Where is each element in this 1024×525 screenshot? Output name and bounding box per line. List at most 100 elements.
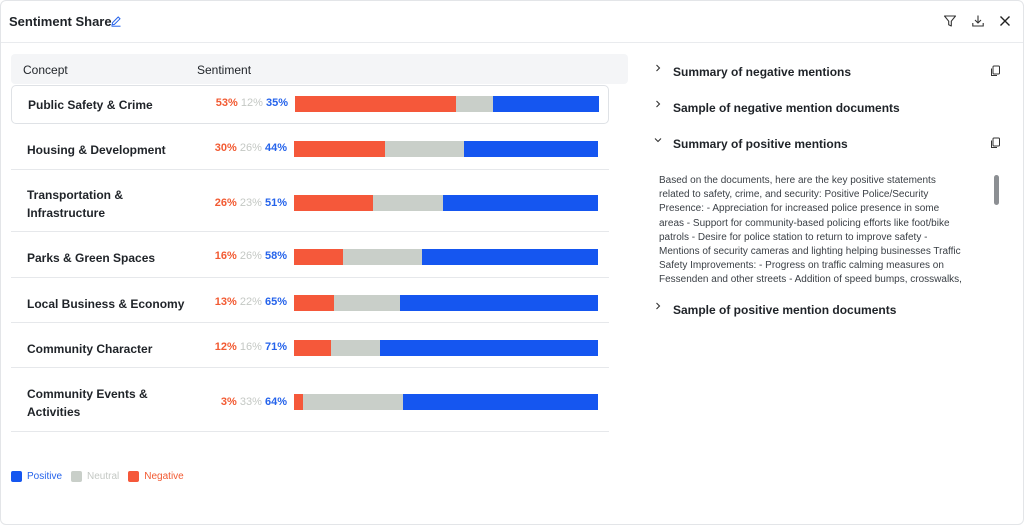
sentiment-bar xyxy=(294,340,598,356)
pencil-icon[interactable] xyxy=(110,15,122,27)
neutral-value: 33% xyxy=(239,396,262,408)
bar-segment-positive xyxy=(379,340,598,356)
close-icon[interactable] xyxy=(998,14,1012,28)
bar-segment-neutral xyxy=(385,141,465,157)
column-header-concept: Concept xyxy=(23,63,68,77)
negative-value: 30% xyxy=(214,142,237,154)
accordion-label: Summary of negative mentions xyxy=(673,65,852,79)
accordion-label: Summary of positive mentions xyxy=(673,137,848,151)
sentiment-bar xyxy=(295,96,599,112)
download-icon[interactable] xyxy=(971,14,985,28)
sentiment-bar xyxy=(294,195,598,211)
concept-label: Transportation & Infrastructure xyxy=(27,188,124,220)
table-header: Concept Sentiment xyxy=(11,54,628,84)
panel-header: Sentiment Share xyxy=(1,1,1023,43)
accordion-label: Sample of negative mention documents xyxy=(673,101,900,115)
sentiment-bar xyxy=(294,141,598,157)
panel-title: Sentiment Share xyxy=(9,14,112,29)
accordion-positive-summary[interactable]: Summary of positive mentions xyxy=(650,130,1010,154)
legend-item-neutral[interactable]: Neutral xyxy=(71,471,119,482)
bar-segment-neutral xyxy=(330,340,380,356)
sentiment-values: 16% 26% 58% xyxy=(197,250,287,262)
positive-value: 44% xyxy=(264,142,287,154)
sentiment-values: 3% 33% 64% xyxy=(197,396,287,408)
concept-label: Parks & Green Spaces xyxy=(27,251,156,265)
bar-segment-positive xyxy=(421,249,598,265)
legend-label-negative: Negative xyxy=(144,471,184,482)
concept-label: Public Safety & Crime xyxy=(28,98,153,112)
bar-segment-neutral xyxy=(342,249,422,265)
neutral-value: 16% xyxy=(239,341,262,353)
bar-segment-neutral xyxy=(333,295,401,311)
negative-value: 3% xyxy=(220,396,237,408)
table-row[interactable]: Community Character 12% 16% 71% xyxy=(11,323,609,368)
accordion-positive-samples[interactable]: Sample of positive mention documents xyxy=(650,296,1010,320)
copy-icon[interactable] xyxy=(990,137,1001,149)
negative-value: 16% xyxy=(214,250,237,262)
positive-value: 51% xyxy=(264,197,287,209)
negative-value: 12% xyxy=(214,341,237,353)
summary-line: areas - Support for community-based poli… xyxy=(659,217,950,229)
summary-line: Based on the documents, here are the key… xyxy=(659,175,936,186)
summary-line: Mentions of security cameras and lightin… xyxy=(659,246,961,258)
neutral-value: 26% xyxy=(239,250,262,262)
bar-segment-negative xyxy=(294,340,331,356)
positive-summary-text: Based on the documents, here are the key… xyxy=(659,174,989,284)
concept-label: Local Business & Economy xyxy=(27,297,185,311)
bar-segment-positive xyxy=(464,141,598,157)
concept-label: Housing & Development xyxy=(27,143,166,157)
neutral-value: 22% xyxy=(239,296,262,308)
table-row[interactable]: Housing & Development 30% 26% 44% xyxy=(11,124,609,170)
bar-segment-positive xyxy=(442,195,598,211)
filter-icon[interactable] xyxy=(943,14,957,28)
bar-segment-negative xyxy=(294,295,334,311)
positive-value: 71% xyxy=(264,341,287,353)
copy-icon[interactable] xyxy=(990,65,1001,77)
scrollbar-thumb[interactable] xyxy=(994,175,999,205)
table-row[interactable]: Community Events & Activities 3% 33% 64% xyxy=(11,368,609,432)
summary-line: Presence: - Appreciation for increased p… xyxy=(659,203,940,215)
accordion-negative-summary[interactable]: Summary of negative mentions xyxy=(650,58,1010,82)
positive-value: 65% xyxy=(264,296,287,308)
negative-value: 26% xyxy=(214,197,237,209)
chevron-right-icon xyxy=(656,64,661,72)
legend-label-neutral: Neutral xyxy=(87,471,120,482)
legend-swatch-positive xyxy=(11,471,22,482)
sentiment-values: 30% 26% 44% xyxy=(197,142,287,154)
table-row[interactable]: Public Safety & Crime 53% 12% 35% xyxy=(11,85,609,124)
table-row[interactable]: Transportation & Infrastructure 26% 23% … xyxy=(11,170,609,232)
legend-swatch-negative xyxy=(128,471,140,482)
table-row[interactable]: Local Business & Economy 13% 22% 65% xyxy=(11,278,609,323)
bar-segment-negative xyxy=(294,394,304,410)
neutral-value: 12% xyxy=(240,97,263,109)
concept-label: Community Character xyxy=(27,342,153,356)
negative-value: 53% xyxy=(215,97,238,109)
bar-segment-negative xyxy=(295,96,457,112)
chevron-down-icon xyxy=(654,138,662,143)
legend-swatch-neutral xyxy=(71,471,83,482)
legend-item-negative[interactable]: Negative xyxy=(128,471,184,482)
bar-segment-positive xyxy=(400,295,598,311)
concept-label: Community Events & Activities xyxy=(27,387,148,419)
summary-line: patrols - Desire for police station to r… xyxy=(659,231,928,243)
chevron-right-icon xyxy=(656,302,661,310)
bar-segment-negative xyxy=(294,141,386,157)
bar-segment-neutral xyxy=(303,394,404,410)
neutral-value: 26% xyxy=(239,142,262,154)
accordion-label: Sample of positive mention documents xyxy=(673,303,897,317)
accordion-negative-samples[interactable]: Sample of negative mention documents xyxy=(650,94,1010,118)
summary-line: related to safety, crime, and security: … xyxy=(659,189,929,201)
bar-segment-neutral xyxy=(456,96,493,112)
bar-segment-neutral xyxy=(373,195,443,211)
legend-item-positive[interactable]: Positive xyxy=(11,471,62,482)
legend-label-positive: Positive xyxy=(27,471,63,482)
table-row[interactable]: Parks & Green Spaces 16% 26% 58% xyxy=(11,232,609,278)
bar-segment-negative xyxy=(294,249,343,265)
summary-line: Fessenden and other streets - Addition o… xyxy=(659,274,962,284)
sentiment-bar xyxy=(294,394,598,410)
positive-value: 58% xyxy=(264,250,287,262)
positive-value: 35% xyxy=(265,97,288,109)
bar-segment-positive xyxy=(492,96,599,112)
bar-segment-positive xyxy=(403,394,598,410)
